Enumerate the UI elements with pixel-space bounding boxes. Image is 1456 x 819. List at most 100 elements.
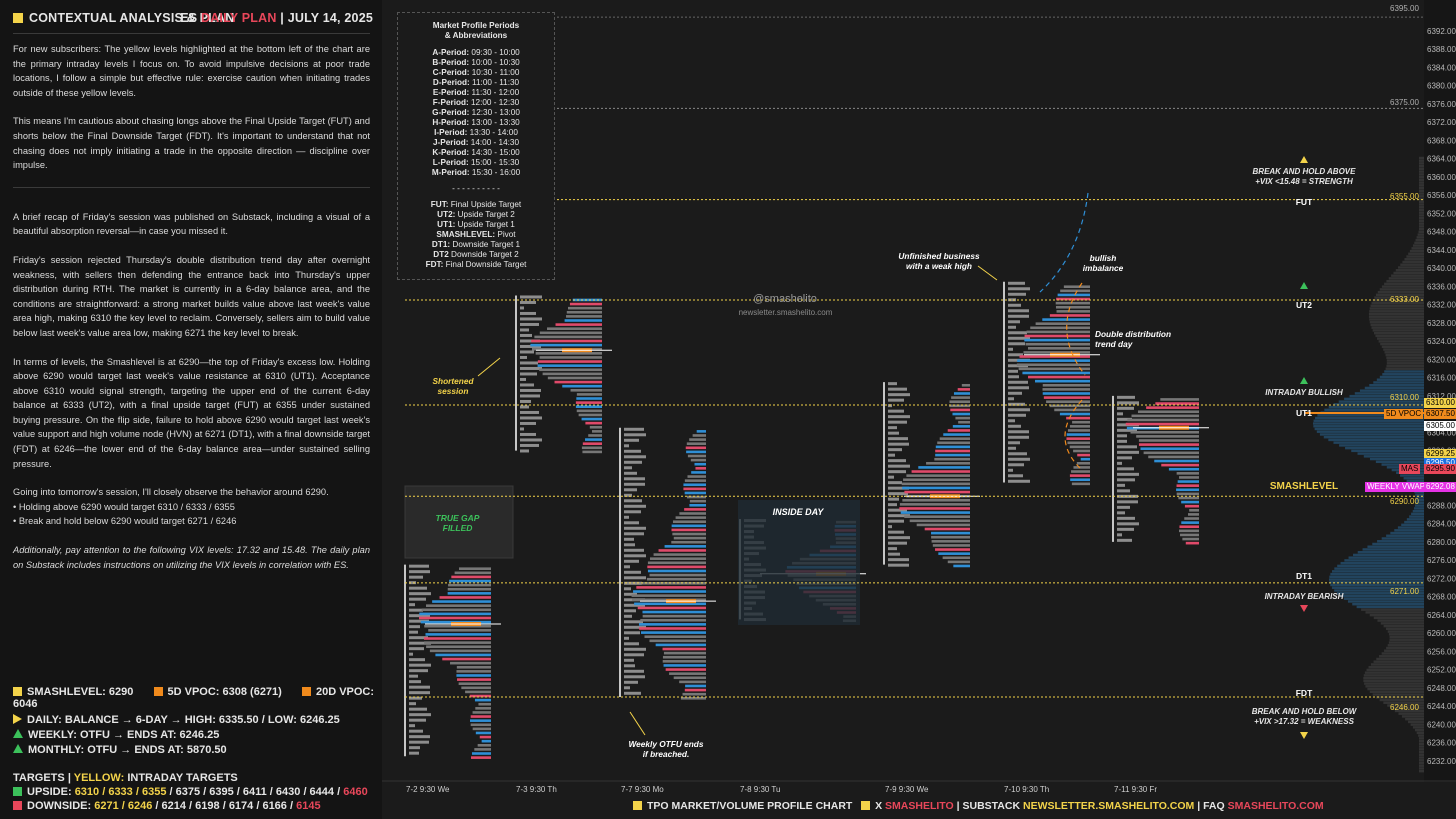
volume-bar bbox=[687, 454, 706, 458]
volume-profile-bar bbox=[1356, 605, 1424, 609]
volume-bar bbox=[432, 600, 491, 603]
volume-bar bbox=[1069, 445, 1090, 449]
true-gap-box bbox=[404, 485, 514, 559]
footer-substack-link[interactable]: NEWSLETTER.SMASHELITO.COM bbox=[1022, 800, 1195, 812]
volume-bar bbox=[939, 437, 970, 440]
volume-profile-bar bbox=[1380, 342, 1424, 346]
volume-profile-bar bbox=[1369, 383, 1424, 387]
volume-profile-bar bbox=[1385, 367, 1424, 370]
volume-bar bbox=[916, 523, 970, 527]
volume-bar bbox=[937, 441, 970, 445]
tpo-letters bbox=[1117, 538, 1132, 542]
period-item: E-Period: 11:30 - 12:00 bbox=[432, 88, 520, 97]
volume-profile-bar bbox=[1419, 739, 1424, 743]
volume-bar bbox=[1035, 322, 1090, 325]
price-label-6246: 6246.00 bbox=[1390, 703, 1419, 712]
volume-bar bbox=[474, 748, 491, 751]
volume-bar bbox=[649, 573, 706, 577]
volume-profile-bar bbox=[1379, 375, 1424, 379]
down-arrow-icon bbox=[1300, 732, 1308, 739]
tpo-letters bbox=[624, 570, 641, 574]
upside-last: 6460 bbox=[343, 786, 368, 798]
volume-bar bbox=[472, 711, 491, 714]
volume-bar bbox=[655, 643, 706, 647]
volume-bar bbox=[943, 433, 970, 436]
tpo-letters bbox=[624, 510, 641, 514]
downside-label: DOWNSIDE: bbox=[27, 800, 92, 812]
tpo-chart: 6392.00 6388.00 6384.00 6380.00 6376.00 6372.… bbox=[382, 0, 1456, 819]
upside-rest: / 6375 / 6395 / 6411 / 6430 / 6444 / bbox=[169, 786, 341, 798]
volume-bar bbox=[1066, 433, 1090, 436]
volume-profile-bar bbox=[1414, 241, 1424, 245]
footer-faq-link[interactable]: SMASHELITO.COM bbox=[1227, 800, 1324, 812]
volume-bar bbox=[1137, 410, 1199, 414]
volume-bar bbox=[1027, 347, 1090, 350]
volume-profile-bar bbox=[1419, 189, 1424, 193]
volume-bar bbox=[637, 606, 706, 610]
volume-profile-bar bbox=[1328, 405, 1424, 409]
volume-bar bbox=[1073, 449, 1090, 453]
volume-bar bbox=[1077, 453, 1090, 457]
paragraph-tomorrow: Going into tomorrow's session, I'll clos… bbox=[13, 487, 329, 498]
price-axis-tick: 6244.00 bbox=[1427, 702, 1456, 711]
header-plan: DAILY PLAN bbox=[200, 11, 277, 25]
volume-bar bbox=[926, 462, 970, 465]
tpo-letters bbox=[888, 448, 902, 452]
tpo-letters bbox=[1117, 489, 1130, 493]
price-label-6395: 6395.00 bbox=[1390, 4, 1419, 13]
tpo-letters bbox=[1008, 457, 1030, 461]
volume-profile-bar bbox=[1403, 477, 1424, 480]
tpo-letters bbox=[624, 664, 635, 668]
volume-profile-bar bbox=[1419, 748, 1424, 751]
tpo-letters bbox=[888, 387, 907, 391]
volume-bar bbox=[642, 614, 706, 618]
volume-profile-bar bbox=[1414, 728, 1424, 732]
tpo-letters bbox=[624, 471, 637, 475]
price-axis-tick: 6352.00 bbox=[1427, 209, 1456, 218]
x-label: 7-3 9:30 Th bbox=[516, 785, 557, 794]
volume-profile-bar bbox=[1412, 244, 1424, 247]
volume-bar bbox=[566, 310, 602, 314]
watermark-site: newsletter.smashelito.com bbox=[738, 308, 833, 317]
period-item: J-Period: 14:00 - 14:30 bbox=[432, 138, 520, 147]
volume-profile-bar bbox=[1388, 633, 1424, 636]
tpo-letters bbox=[624, 543, 635, 547]
paragraph-intro: For new subscribers: The yellow levels h… bbox=[13, 44, 370, 98]
volume-profile-bar bbox=[1419, 195, 1424, 198]
tpo-letters bbox=[888, 497, 899, 501]
volume-bar bbox=[1066, 437, 1090, 440]
abbr-item: UT2: Upside Target 2 bbox=[437, 210, 515, 219]
volume-profile-bar bbox=[1413, 507, 1424, 510]
tpo-letters bbox=[888, 431, 899, 435]
tpo-letters bbox=[1117, 456, 1132, 460]
tpo-letters bbox=[520, 383, 534, 387]
volume-profile-bar bbox=[1418, 734, 1424, 737]
footer-x-handle-link[interactable]: SMASHELITO bbox=[885, 800, 954, 812]
paragraph-vix: Additionally, pay attention to the follo… bbox=[13, 545, 370, 570]
volume-profile-bar bbox=[1419, 764, 1424, 767]
volume-bar bbox=[534, 335, 602, 339]
volume-bar bbox=[1161, 463, 1199, 467]
volume-profile-bar bbox=[1363, 455, 1424, 458]
volume-profile-bar bbox=[1384, 649, 1424, 652]
tpo-letters bbox=[1008, 314, 1029, 318]
volume-bar bbox=[952, 425, 970, 428]
volume-profile-bar bbox=[1419, 164, 1424, 168]
tpo-letters bbox=[888, 464, 910, 468]
volume-profile-bar bbox=[1419, 197, 1424, 201]
volume-bar bbox=[636, 586, 706, 589]
volume-bar bbox=[949, 400, 970, 404]
tpo-letters bbox=[624, 548, 644, 552]
tpo-letters bbox=[1008, 413, 1026, 417]
volume-bar bbox=[931, 531, 970, 535]
volume-profile-bar bbox=[1340, 561, 1424, 565]
period-item: D-Period: 11:00 - 11:30 bbox=[432, 78, 520, 87]
volume-profile-bar bbox=[1377, 290, 1424, 294]
volume-profile-bar bbox=[1334, 589, 1424, 592]
tpo-letters bbox=[624, 433, 646, 437]
price-label-6271: 6271.00 bbox=[1390, 587, 1419, 596]
tpo-letters bbox=[888, 547, 897, 551]
volume-bar bbox=[689, 438, 706, 441]
volume-profile-bar bbox=[1418, 230, 1424, 234]
legend-5d-vpoc: 5D VPOC: 6308 (6271) bbox=[167, 686, 282, 698]
